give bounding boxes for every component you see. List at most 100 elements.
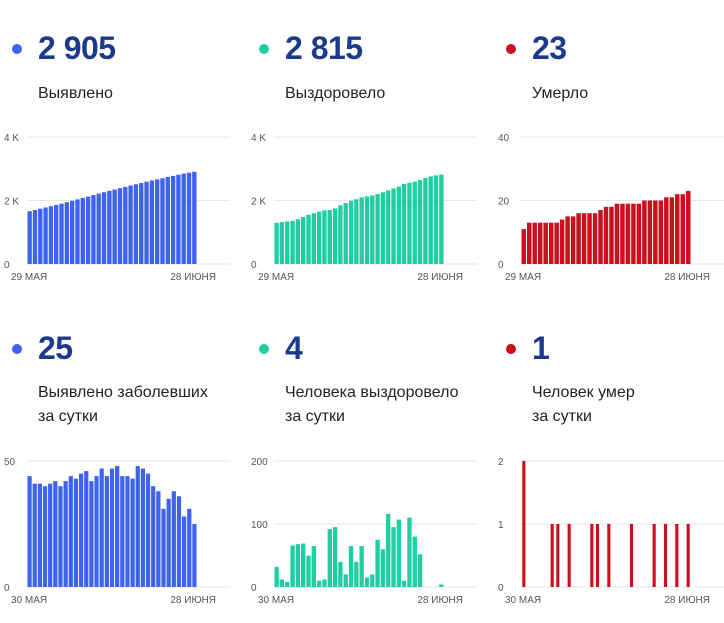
x-end-label: 28 ИЮНЯ [170, 272, 216, 283]
bar [603, 206, 609, 264]
bar [64, 202, 70, 264]
x-start-label: 29 МАЯ [258, 272, 294, 283]
bar [42, 486, 48, 587]
bar [75, 199, 80, 264]
bar [80, 197, 85, 264]
bar [348, 200, 354, 264]
bar [279, 222, 285, 264]
bar [567, 524, 571, 587]
bar [652, 524, 656, 587]
bar [115, 466, 120, 587]
x-start-label: 29 МАЯ [505, 272, 541, 283]
bar [89, 481, 94, 587]
x-start-label: 30 МАЯ [11, 595, 47, 606]
bar [316, 211, 322, 264]
label-line-1: Человек умер [532, 384, 635, 401]
legend-dot [506, 44, 516, 54]
bar [48, 483, 53, 587]
bar [590, 524, 594, 587]
label-line-2: за сутки [285, 408, 345, 425]
bar [295, 544, 301, 587]
bar [686, 524, 690, 587]
bar [133, 184, 139, 264]
bar [96, 193, 101, 264]
y-tick-label: 2 K [251, 197, 266, 208]
bar [73, 478, 79, 587]
bar [338, 205, 343, 264]
y-tick-label: 0 [4, 583, 10, 594]
bar [170, 175, 176, 264]
bar [279, 579, 285, 587]
bar [669, 197, 675, 264]
bar [140, 468, 146, 587]
bar [595, 524, 600, 587]
bar [54, 204, 59, 264]
bar [370, 195, 375, 264]
bar [43, 207, 48, 264]
label: Выздоровело [285, 85, 386, 102]
bar [391, 527, 396, 587]
y-tick-label: 20 [498, 197, 510, 208]
bar [428, 176, 433, 264]
y-tick-label: 0 [498, 260, 504, 271]
bar [58, 486, 63, 587]
bar [343, 203, 348, 264]
bar [38, 208, 43, 264]
bar [48, 206, 54, 264]
bar [629, 524, 634, 587]
bar [663, 524, 668, 587]
bar [592, 213, 598, 264]
bar [290, 220, 295, 264]
bar [27, 211, 32, 264]
x-end-label: 28 ИЮНЯ [664, 272, 710, 283]
bar [522, 461, 526, 587]
bar [301, 217, 306, 264]
bar [59, 203, 64, 264]
bar [680, 194, 686, 264]
bar [117, 188, 123, 264]
bar [301, 543, 306, 587]
bar [94, 476, 99, 587]
x-start-label: 30 МАЯ [505, 595, 541, 606]
bar [587, 213, 592, 264]
bar [417, 554, 423, 587]
bar [149, 180, 155, 264]
bar [145, 473, 151, 587]
bar [343, 574, 348, 587]
bar [187, 508, 192, 587]
y-tick-label: 200 [251, 457, 268, 468]
bar [550, 524, 554, 587]
bar [316, 580, 322, 587]
x-start-label: 29 МАЯ [11, 272, 47, 283]
y-tick-label: 0 [251, 583, 257, 594]
y-tick-label: 4 K [4, 133, 19, 144]
bar [620, 203, 625, 264]
bar [401, 580, 407, 587]
bar [364, 577, 370, 587]
y-tick-label: 0 [498, 583, 504, 594]
total-value: 2 905 [38, 30, 116, 66]
bar [78, 473, 84, 587]
label-line-2: за сутки [38, 408, 98, 425]
bar [306, 555, 311, 587]
bar [433, 175, 439, 264]
bar [165, 177, 170, 264]
bar [311, 213, 317, 264]
x-end-label: 28 ИЮНЯ [417, 272, 463, 283]
bar [386, 513, 391, 587]
bar [84, 471, 89, 587]
y-tick-label: 0 [4, 260, 10, 271]
bar [68, 476, 73, 587]
legend-dot [12, 44, 22, 54]
bar [543, 222, 548, 264]
bar [647, 200, 653, 264]
bar [675, 524, 679, 587]
bar [32, 483, 37, 587]
bar [91, 195, 96, 264]
bar [380, 192, 386, 264]
bar [598, 210, 603, 264]
total-value: 2 815 [285, 30, 363, 66]
bar [327, 210, 332, 264]
bar [532, 222, 537, 264]
bar [69, 200, 75, 264]
